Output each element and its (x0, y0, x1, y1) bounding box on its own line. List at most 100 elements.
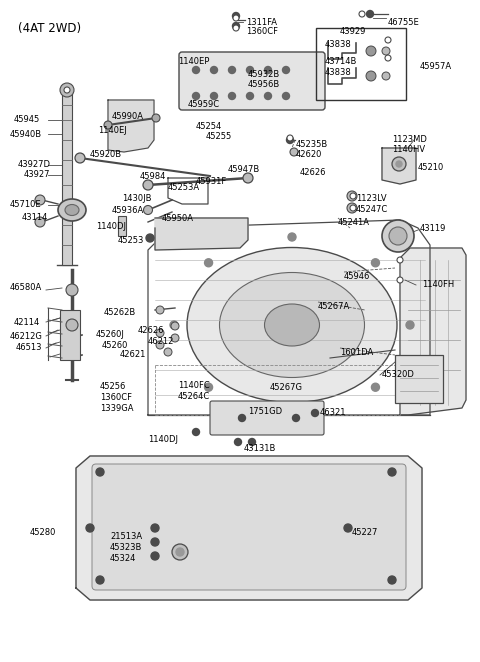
Circle shape (385, 55, 391, 61)
Text: 45280: 45280 (30, 528, 56, 537)
Text: 45990A: 45990A (112, 112, 144, 121)
Circle shape (171, 322, 179, 330)
Text: 45267G: 45267G (270, 383, 303, 392)
Circle shape (66, 319, 78, 331)
Text: 43714B: 43714B (325, 57, 358, 66)
Circle shape (144, 205, 153, 214)
Text: 43838: 43838 (325, 40, 352, 49)
Circle shape (347, 203, 357, 213)
Text: 45710E: 45710E (10, 200, 42, 209)
Text: 43927: 43927 (24, 170, 50, 179)
Text: 46212G: 46212G (10, 332, 43, 341)
Text: 42626: 42626 (138, 326, 165, 335)
Circle shape (287, 136, 293, 144)
Circle shape (288, 409, 296, 417)
Circle shape (247, 93, 253, 99)
Bar (62, 90, 72, 265)
Circle shape (156, 306, 164, 314)
Text: 45210: 45210 (418, 163, 444, 172)
Text: 1360CF: 1360CF (246, 27, 278, 36)
Circle shape (151, 524, 159, 532)
Circle shape (146, 234, 154, 242)
Ellipse shape (219, 273, 364, 377)
Circle shape (239, 414, 245, 422)
Text: 45253A: 45253A (168, 183, 200, 192)
Circle shape (247, 66, 253, 73)
Text: 45957A: 45957A (420, 62, 452, 71)
Circle shape (211, 66, 217, 73)
Text: 1140DJ: 1140DJ (96, 222, 126, 231)
Polygon shape (76, 456, 422, 600)
Circle shape (347, 191, 357, 201)
Ellipse shape (264, 304, 320, 346)
Circle shape (64, 87, 70, 93)
Circle shape (382, 47, 390, 55)
Circle shape (359, 11, 365, 17)
Circle shape (388, 468, 396, 476)
Circle shape (151, 538, 159, 546)
Text: 46580A: 46580A (10, 283, 42, 292)
Text: (4AT 2WD): (4AT 2WD) (18, 22, 81, 35)
Circle shape (288, 233, 296, 241)
Circle shape (104, 121, 112, 129)
Circle shape (396, 161, 402, 167)
Circle shape (283, 93, 289, 99)
Bar (316, 28, 406, 100)
Polygon shape (400, 248, 466, 415)
Circle shape (388, 576, 396, 584)
Text: 45956B: 45956B (248, 80, 280, 89)
Text: 1123LV: 1123LV (356, 194, 386, 203)
Text: 43927D: 43927D (18, 160, 51, 169)
Text: 45241A: 45241A (338, 218, 370, 227)
Text: 43131B: 43131B (244, 444, 276, 453)
Polygon shape (382, 148, 416, 184)
Text: 45235B: 45235B (296, 140, 328, 149)
Polygon shape (155, 218, 248, 250)
Circle shape (292, 414, 300, 422)
Text: 46755E: 46755E (388, 18, 420, 27)
Text: 42626: 42626 (300, 168, 326, 177)
Circle shape (143, 180, 153, 190)
Circle shape (344, 524, 352, 532)
Text: 45253: 45253 (118, 236, 144, 245)
Ellipse shape (58, 199, 86, 221)
Text: 46212: 46212 (148, 337, 174, 346)
Circle shape (96, 468, 104, 476)
Circle shape (367, 11, 373, 17)
Circle shape (228, 66, 236, 73)
Circle shape (192, 66, 200, 73)
Circle shape (151, 552, 159, 560)
Text: 43929: 43929 (340, 27, 366, 36)
Text: 1339GA: 1339GA (100, 404, 133, 413)
Circle shape (372, 259, 379, 267)
Circle shape (75, 153, 85, 163)
Text: 45920B: 45920B (90, 150, 122, 159)
Text: 43114: 43114 (22, 213, 48, 222)
Text: 45959C: 45959C (188, 100, 220, 109)
Circle shape (172, 544, 188, 560)
Circle shape (66, 284, 78, 296)
Text: 1601DA: 1601DA (340, 348, 373, 357)
Circle shape (152, 114, 160, 122)
Text: 45984: 45984 (140, 172, 167, 181)
Text: 1360CF: 1360CF (100, 393, 132, 402)
Circle shape (264, 66, 272, 73)
Text: 42620: 42620 (296, 150, 323, 159)
Circle shape (382, 72, 390, 80)
Circle shape (204, 259, 213, 267)
Text: 42621: 42621 (120, 350, 146, 359)
Text: 45945: 45945 (14, 115, 40, 124)
Circle shape (176, 548, 184, 556)
FancyBboxPatch shape (92, 464, 406, 590)
Circle shape (204, 383, 213, 391)
Text: 46513: 46513 (16, 343, 43, 352)
Text: 45940B: 45940B (10, 130, 42, 139)
Text: 45936A: 45936A (112, 206, 144, 215)
Text: 45264C: 45264C (178, 392, 210, 401)
Circle shape (233, 15, 239, 21)
Polygon shape (108, 100, 154, 152)
Circle shape (372, 383, 379, 391)
Text: 1140DJ: 1140DJ (148, 435, 178, 444)
Text: 43838: 43838 (325, 68, 352, 77)
Text: 45324: 45324 (110, 554, 136, 563)
